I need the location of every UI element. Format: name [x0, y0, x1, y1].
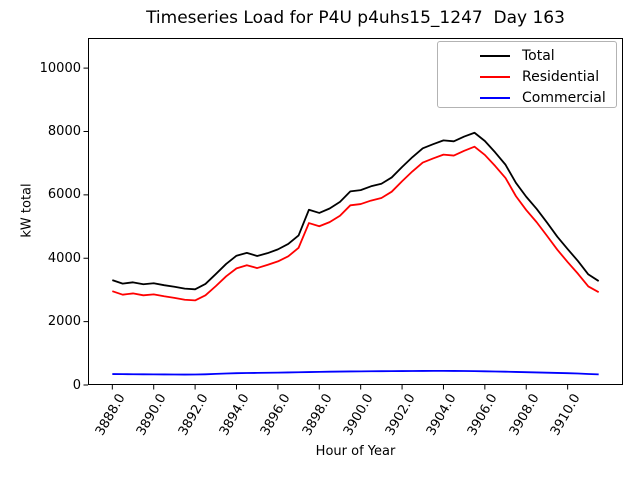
- chart-title: Timeseries Load for P4U p4uhs15_1247 Day…: [146, 8, 565, 28]
- legend-label: Commercial: [522, 89, 606, 106]
- legend-line-sample: [480, 96, 510, 99]
- series-line-residential: [112, 145, 600, 302]
- y-tick-label: 2000: [47, 314, 81, 330]
- legend-label: Residential: [522, 68, 600, 85]
- x-tick-label: 3910.0: [548, 391, 584, 439]
- y-tick-label: 8000: [47, 123, 81, 139]
- y-tick-label: 10000: [39, 60, 81, 76]
- series-line-commercial: [112, 369, 599, 376]
- series-line-total: [112, 131, 600, 291]
- axes-spines: [88, 38, 623, 385]
- x-axis-label: Hour of Year: [315, 444, 396, 459]
- legend-label: Total: [522, 47, 555, 64]
- y-tick-label: 0: [72, 377, 81, 393]
- y-tick-label: 6000: [47, 187, 81, 203]
- legend-entry-total: Total: [438, 45, 616, 66]
- legend: Total Residential Commercial: [437, 41, 617, 108]
- y-axis-label: kW total: [19, 183, 35, 238]
- plot-area: [83, 38, 623, 390]
- legend-entry-residential: Residential: [438, 66, 616, 87]
- legend-entry-commercial: Commercial: [438, 87, 616, 108]
- legend-line-sample: [480, 75, 510, 78]
- y-tick-label: 4000: [47, 250, 81, 266]
- legend-line-sample: [480, 54, 510, 57]
